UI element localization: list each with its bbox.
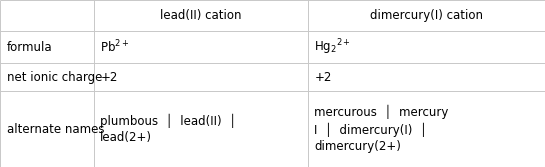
Text: +2: +2 (314, 71, 332, 84)
Text: dimercury(I) cation: dimercury(I) cation (370, 9, 483, 22)
Text: plumbous  │  lead(II)  │
lead(2+): plumbous │ lead(II) │ lead(2+) (100, 114, 237, 144)
Text: formula: formula (7, 41, 52, 54)
Text: net ionic charge: net ionic charge (7, 71, 102, 84)
Text: mercurous  │  mercury
I  │  dimercury(I)  │
dimercury(2+): mercurous │ mercury I │ dimercury(I) │ d… (314, 105, 449, 153)
Text: lead(II) cation: lead(II) cation (160, 9, 241, 22)
Text: Hg$_2$$^{2+}$: Hg$_2$$^{2+}$ (314, 37, 352, 57)
Text: alternate names: alternate names (7, 123, 104, 135)
Text: Pb$^{2+}$: Pb$^{2+}$ (100, 39, 130, 55)
Text: +2: +2 (100, 71, 118, 84)
